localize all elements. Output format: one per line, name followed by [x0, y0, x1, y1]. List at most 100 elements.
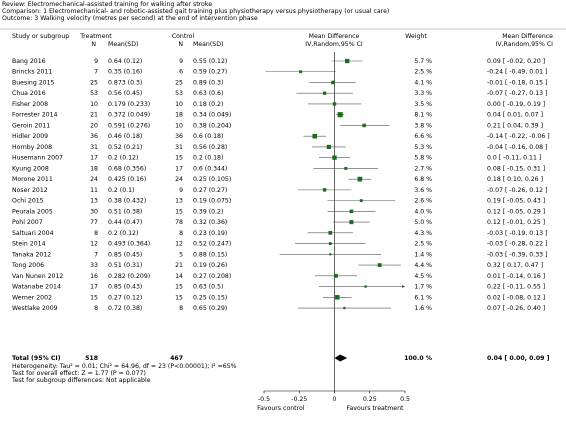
mean-sd: 0.85 (0.43)	[108, 284, 142, 291]
effect-square	[312, 133, 318, 139]
study: Brincks 2011	[12, 69, 52, 76]
effect-square	[359, 199, 363, 203]
study: Watanabe 2014	[12, 284, 61, 291]
effect: -0.14 [ -0.22, -0.06 ]	[487, 133, 550, 140]
effect: 0.00 [ -0.19, 0.19 ]	[487, 101, 545, 108]
weight: 2.5 %	[414, 69, 432, 76]
effect: -0.03 [ -0.39, 0.33 ]	[487, 251, 547, 258]
col-header: N	[178, 41, 183, 48]
n: 16	[90, 273, 98, 280]
weight: 4.5 %	[414, 273, 432, 280]
n: 33	[90, 262, 98, 269]
study: Morone 2011	[12, 176, 53, 183]
mean-sd: 0.63 (0.5)	[193, 284, 223, 291]
n: 36	[90, 133, 98, 140]
n: 7	[94, 251, 98, 258]
x-tick-label: 0	[333, 396, 337, 403]
study: Noser 2012	[12, 187, 48, 194]
effect: 0.09 [ -0.02, 0.20 ]	[487, 58, 545, 65]
effect-square	[332, 102, 337, 106]
mean-sd: 0.282 (0.209)	[108, 273, 150, 280]
effect-square	[326, 144, 331, 149]
weight: 5.3 %	[414, 144, 432, 151]
mean-sd: 0.372 (0.049)	[108, 112, 150, 119]
col-header: Treatment	[79, 33, 112, 40]
effect-square	[331, 80, 335, 85]
effect: 0.01 [ -0.14, 0.16 ]	[487, 273, 545, 280]
mean-sd: 0.2 (0.12)	[108, 155, 138, 162]
col-header: IV,Random,95% CI	[496, 41, 554, 48]
effect-square	[328, 242, 332, 246]
effect: 0.22 [ -0.11, 0.55 ]	[487, 284, 545, 291]
n: 12	[175, 241, 183, 248]
ci-arrow	[402, 285, 405, 289]
study: Buesing 2015	[12, 79, 55, 86]
n: 9	[179, 58, 183, 65]
n: 15	[90, 294, 98, 301]
total-n: 518	[85, 355, 98, 362]
weight: 2.5 %	[414, 241, 432, 248]
n: 7	[94, 69, 98, 76]
study: Hidler 2009	[12, 133, 48, 140]
n: 15	[175, 284, 183, 291]
n: 17	[175, 165, 183, 172]
n: 17	[90, 155, 98, 162]
n: 53	[90, 90, 98, 97]
favours-left: Favours control	[257, 405, 305, 412]
effect-square	[364, 285, 367, 288]
effect: -0.01 [ -0.18, 0.15 ]	[487, 79, 547, 86]
n: 21	[90, 112, 98, 119]
study: Fisher 2008	[12, 101, 48, 108]
n: 10	[175, 122, 183, 129]
effect-square	[337, 112, 343, 118]
review: Review: Electromechanical-assisted train…	[2, 1, 212, 8]
mean-sd: 0.2 (0.1)	[108, 187, 134, 194]
mean-sd: 0.19 (0.075)	[193, 198, 231, 205]
mean-sd: 0.2 (0.12)	[108, 230, 138, 237]
n: 77	[90, 219, 98, 226]
mean-sd: 0.32 (0.36)	[193, 219, 227, 226]
effect-square	[335, 295, 340, 300]
mean-sd: 0.88 (0.15)	[193, 251, 227, 258]
mean-sd: 0.591 (0.276)	[108, 122, 150, 129]
col-header: Study or subgroup	[12, 33, 69, 40]
mean-sd: 0.23 (0.19)	[193, 230, 227, 237]
mean-sd: 0.85 (0.45)	[108, 251, 142, 258]
study: Hornby 2008	[12, 144, 52, 151]
study: Forrester 2014	[12, 112, 58, 119]
n: 8	[179, 230, 183, 237]
col-header: Mean Difference	[309, 33, 360, 40]
mean-sd: 0.56 (0.28)	[193, 144, 227, 151]
n: 8	[179, 305, 183, 312]
n: 10	[175, 101, 183, 108]
mean-sd: 0.63 (0.6)	[193, 90, 223, 97]
footnote: Heterogeneity: Tau² = 0.01; Chi² = 64.96…	[12, 363, 237, 370]
study: Stein 2014	[12, 241, 46, 248]
mean-sd: 0.51 (0.38)	[108, 208, 142, 215]
weight: 1.7 %	[414, 284, 432, 291]
study: Van Nunen 2012	[12, 273, 63, 280]
study: Werner 2002	[12, 294, 52, 301]
n: 20	[90, 122, 98, 129]
study: Husemann 2007	[12, 155, 63, 162]
effect-square	[328, 230, 333, 235]
effect-square	[322, 91, 327, 95]
weight: 2.6 %	[414, 198, 432, 205]
x-tick-label: 0.25	[363, 396, 377, 403]
weight: 1.4 %	[414, 251, 432, 258]
n: 24	[175, 176, 183, 183]
mean-sd: 0.27 (0.27)	[193, 187, 227, 194]
total-weight: 100.0 %	[404, 355, 432, 362]
col-header: Mean(SD)	[193, 41, 223, 48]
col-header: Weight	[405, 33, 427, 40]
mean-sd: 0.89 (0.3)	[193, 79, 223, 86]
mean-sd: 0.425 (0.16)	[108, 176, 146, 183]
n: 15	[175, 155, 183, 162]
x-tick-label: 0.5	[400, 396, 410, 403]
effect: 0.18 [ 0.10, 0.26 ]	[487, 176, 543, 183]
total-effect: 0.04 [ 0.00, 0.09 ]	[487, 355, 550, 362]
weight: 8.1 %	[414, 112, 432, 119]
mean-sd: 0.179 (0.233)	[108, 101, 150, 108]
x-tick-label: -0.5	[258, 396, 270, 403]
effect-square	[334, 273, 338, 278]
